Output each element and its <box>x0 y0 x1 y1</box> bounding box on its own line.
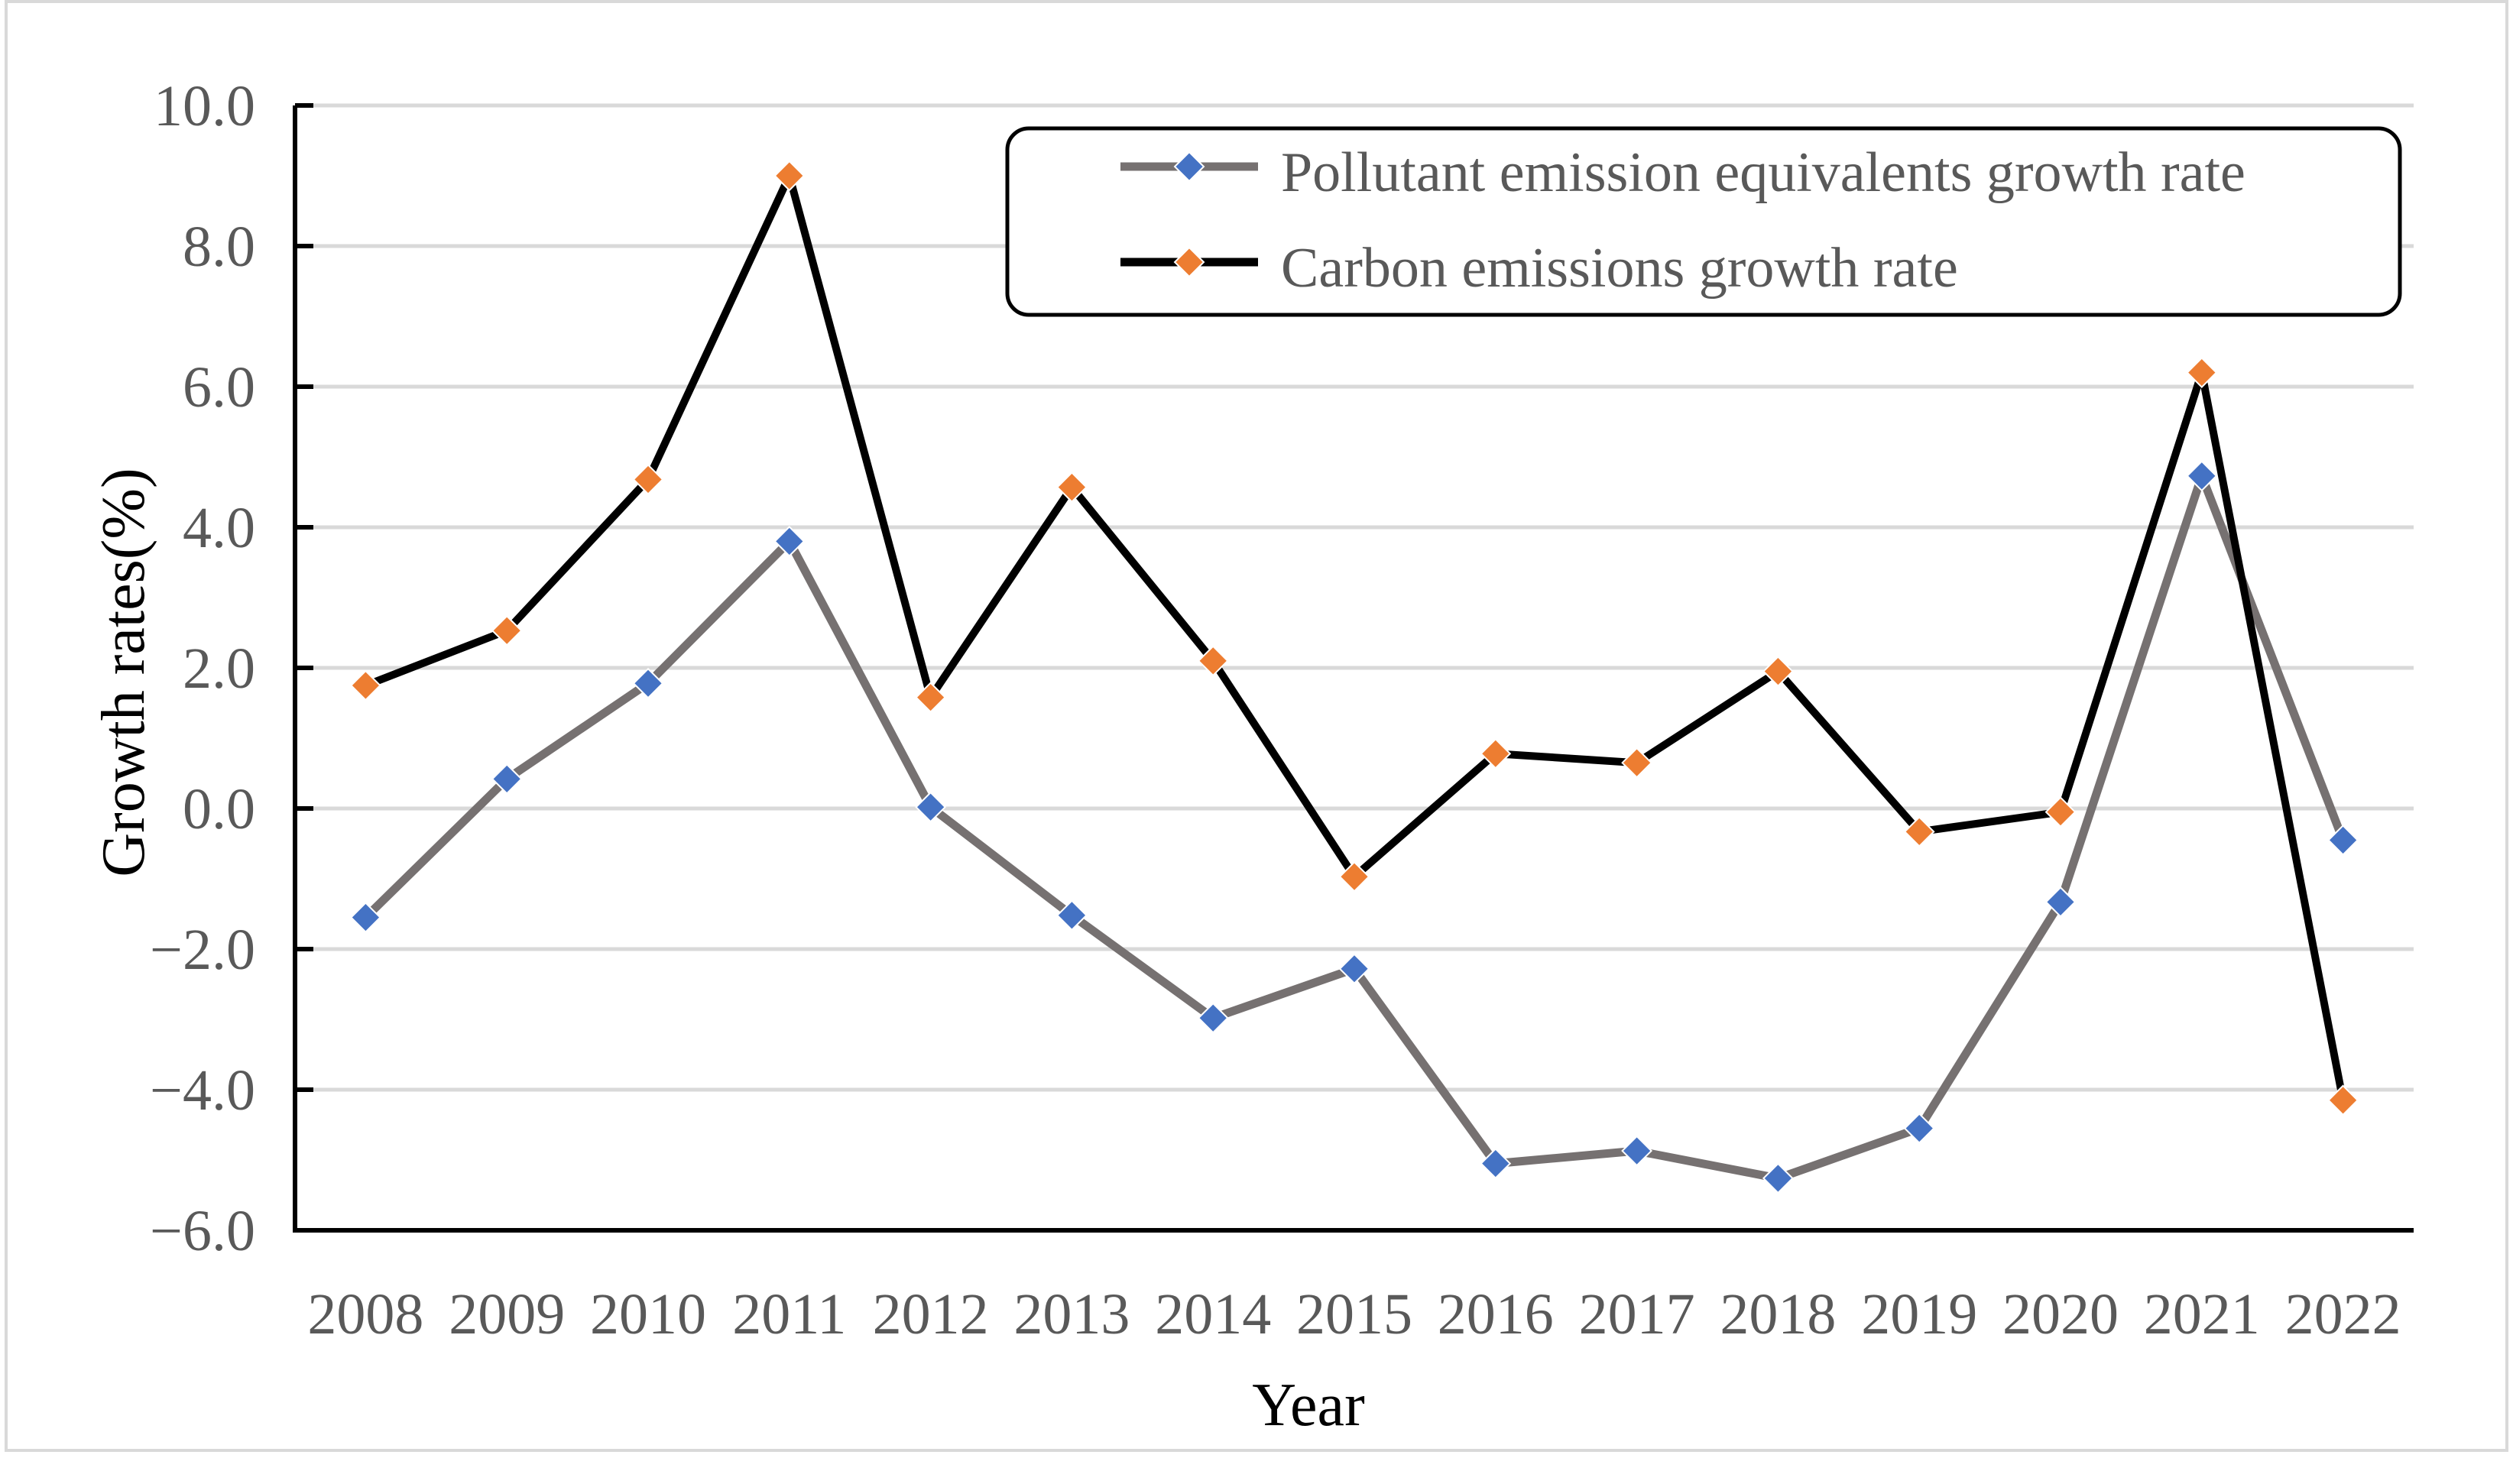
x-tick-label: 2022 <box>2285 1282 2401 1346</box>
data-point-marker <box>2186 460 2218 492</box>
x-tick-label: 2009 <box>449 1282 565 1346</box>
data-point-marker <box>2327 1084 2359 1116</box>
data-point-marker <box>1621 1135 1653 1167</box>
data-point-marker <box>2044 796 2077 828</box>
data-point-marker <box>1055 899 1088 932</box>
x-tick-label: 2012 <box>873 1282 989 1346</box>
data-point-marker <box>773 160 806 192</box>
data-point-marker <box>349 669 381 701</box>
data-point-marker <box>1762 1162 1794 1194</box>
y-tick-label: −4.0 <box>150 1058 255 1123</box>
y-tick-label: 2.0 <box>183 637 255 701</box>
x-tick-label: 2019 <box>1861 1282 1977 1346</box>
y-tick-label: −2.0 <box>150 918 255 982</box>
y-tick-label: 6.0 <box>183 355 255 420</box>
data-point-marker <box>1903 815 1935 847</box>
data-point-marker <box>2044 886 2077 918</box>
legend-box <box>1005 126 2402 317</box>
data-point-marker <box>1338 860 1370 893</box>
data-point-marker <box>349 902 381 934</box>
data-point-marker <box>2327 824 2359 856</box>
data-point-marker <box>1621 747 1653 779</box>
x-tick-label: 2013 <box>1013 1282 1130 1346</box>
x-tick-label: 2016 <box>1438 1282 1554 1346</box>
x-tick-label: 2008 <box>307 1282 423 1346</box>
data-point-marker <box>1197 1002 1229 1034</box>
y-tick-label: 0.0 <box>183 777 255 841</box>
x-tick-label: 2021 <box>2144 1282 2260 1346</box>
legend: Pollutant emission equivalents growth ra… <box>1005 126 2402 317</box>
data-point-marker <box>1055 471 1088 503</box>
x-tick-label: 2011 <box>732 1282 846 1346</box>
data-point-marker <box>632 464 664 495</box>
legend-entries <box>1120 151 1258 278</box>
data-point-marker <box>1197 645 1229 677</box>
data-point-marker <box>632 667 664 699</box>
data-point-marker <box>491 763 523 795</box>
y-tick-labels: 10.0 8.0 6.0 4.0 2.0 0.0 −2.0 −4.0 −6.0 <box>150 74 255 1263</box>
data-point-marker <box>1903 1113 1935 1145</box>
data-point-marker <box>915 791 947 823</box>
y-axis-title: Growth rates(%) <box>90 468 157 876</box>
y-tick-label: 10.0 <box>154 74 255 138</box>
data-point-marker <box>773 525 806 557</box>
legend-label-carbon: Carbon emissions growth rate <box>1281 237 1958 300</box>
x-tick-label: 2015 <box>1296 1282 1412 1346</box>
y-tick-label: 4.0 <box>183 496 255 560</box>
axes <box>293 103 2414 1233</box>
data-point-marker <box>1338 953 1370 985</box>
x-tick-labels: 2008 2009 2010 2011 2012 2013 2014 2015 2016 2017… <box>307 1282 2401 1346</box>
data-point-marker <box>2186 357 2218 389</box>
y-tick-label: 8.0 <box>183 215 255 279</box>
legend-marker-swatch <box>1173 246 1205 278</box>
x-tick-label: 2010 <box>590 1282 706 1346</box>
y-tick-label: −6.0 <box>150 1199 255 1263</box>
x-axis-title: Year <box>1252 1372 1364 1439</box>
x-tick-label: 2017 <box>1579 1282 1695 1346</box>
data-point-marker <box>1762 656 1794 688</box>
data-point-marker <box>1480 737 1512 770</box>
x-tick-label: 2020 <box>2002 1282 2119 1346</box>
legend-marker-swatch <box>1173 151 1205 183</box>
data-point-marker <box>491 614 523 646</box>
legend-label-pollutant: Pollutant emission equivalents growth ra… <box>1281 141 2245 204</box>
data-point-marker <box>1480 1148 1512 1180</box>
x-tick-label: 2018 <box>1720 1282 1836 1346</box>
series-markers <box>349 160 2359 1194</box>
x-tick-label: 2014 <box>1155 1282 1271 1346</box>
data-point-marker <box>915 682 947 714</box>
